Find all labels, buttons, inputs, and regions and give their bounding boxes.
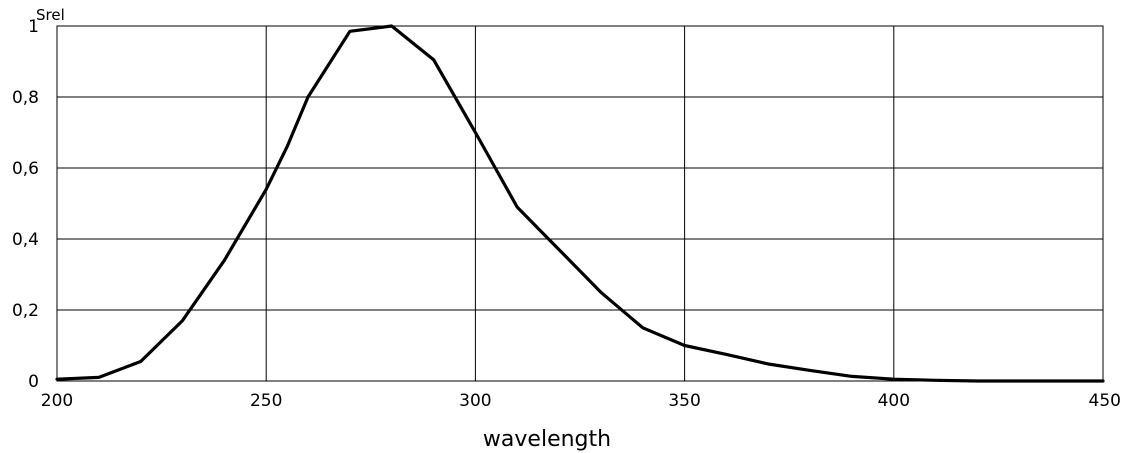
plot-area: [56, 25, 1104, 382]
vertical-gridlines: [56, 26, 1104, 381]
y-axis-title: Srel: [36, 6, 65, 24]
horizontal-gridlines: [57, 25, 1103, 382]
y-tick-label: 1: [28, 17, 39, 37]
y-tick-label: 0,6: [12, 159, 39, 179]
x-axis-title: wavelength: [483, 427, 611, 452]
x-tick-label: 350: [668, 391, 700, 411]
y-tick-labels: 0 0,2 0,4 0,6 0,8 1: [12, 17, 39, 392]
y-tick-label: 0,2: [12, 301, 39, 321]
series-layer: [55, 24, 1105, 383]
x-tick-label: 450: [1089, 391, 1121, 411]
response-curve: [55, 24, 1105, 383]
x-tick-label: 250: [250, 391, 282, 411]
y-tick-label: 0,4: [12, 230, 39, 250]
x-tick-label: 200: [41, 391, 73, 411]
y-tick-label: 0: [28, 372, 39, 392]
x-tick-label: 400: [878, 391, 910, 411]
x-tick-label: 300: [459, 391, 491, 411]
x-tick-labels: 200 250 300 350 400 450: [41, 391, 1121, 411]
y-tick-label: 0,8: [12, 88, 39, 108]
